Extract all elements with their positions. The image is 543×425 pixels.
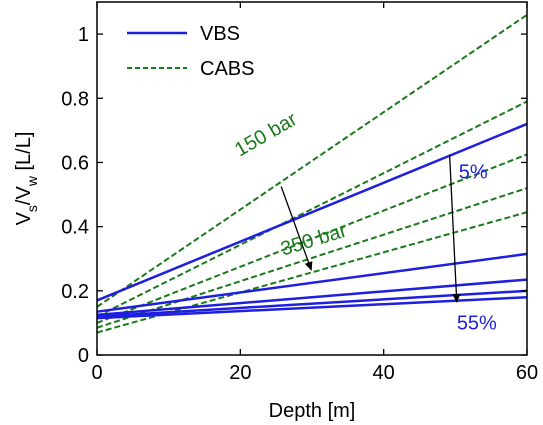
y-axis-title-slash-v: /V [13,186,35,206]
annotation-label-2: 350 bar [278,220,350,261]
cabs-line-2 [96,100,528,318]
x-tick-label: 0 [91,362,102,384]
legend: VBS CABS [127,23,254,80]
y-axis-title: Vs/Vw [L/L] [13,132,40,226]
y-axis-title-sub-w: w [24,175,40,187]
cabs-line-4 [96,187,528,329]
y-axis-title-unit: [L/L] [13,132,35,176]
annotation-label-4: 55% [457,312,497,334]
y-tick-label: 0.6 [61,152,89,174]
y-axis-title-v: V [13,211,35,225]
y-tick-label: 0.4 [61,217,89,239]
y-axis-title-sub-s: s [24,205,40,212]
legend-vbs-label: VBS [200,23,240,45]
y-tick-label: 0 [78,345,89,367]
tick-layer: 0 20 40 60 0 0.2 0.4 0.6 0.8 1 [61,2,538,384]
y-tick-label: 0.8 [61,88,89,110]
y-tick-label: 0.2 [61,281,89,303]
y-tick-label: 1 [78,24,89,46]
legend-cabs-label: CABS [200,58,254,80]
cabs-line-3 [96,153,528,324]
x-tick-label: 40 [373,362,395,384]
annotation-arrow-2 [448,154,461,304]
vbs-line-1 [96,122,528,302]
vbs-line-3 [96,278,528,317]
cabs-line-1 [96,14,528,308]
plot-frame [96,1,528,356]
x-tick-label: 20 [229,362,251,384]
x-axis-title: Depth [m] [269,400,356,422]
x-tick-label: 60 [516,362,538,384]
annotation-label-3: 5% [459,162,488,184]
series-layer [96,14,528,334]
annotation-arrow-1 [280,186,313,271]
annotation-label-1: 150 bar [231,108,301,161]
